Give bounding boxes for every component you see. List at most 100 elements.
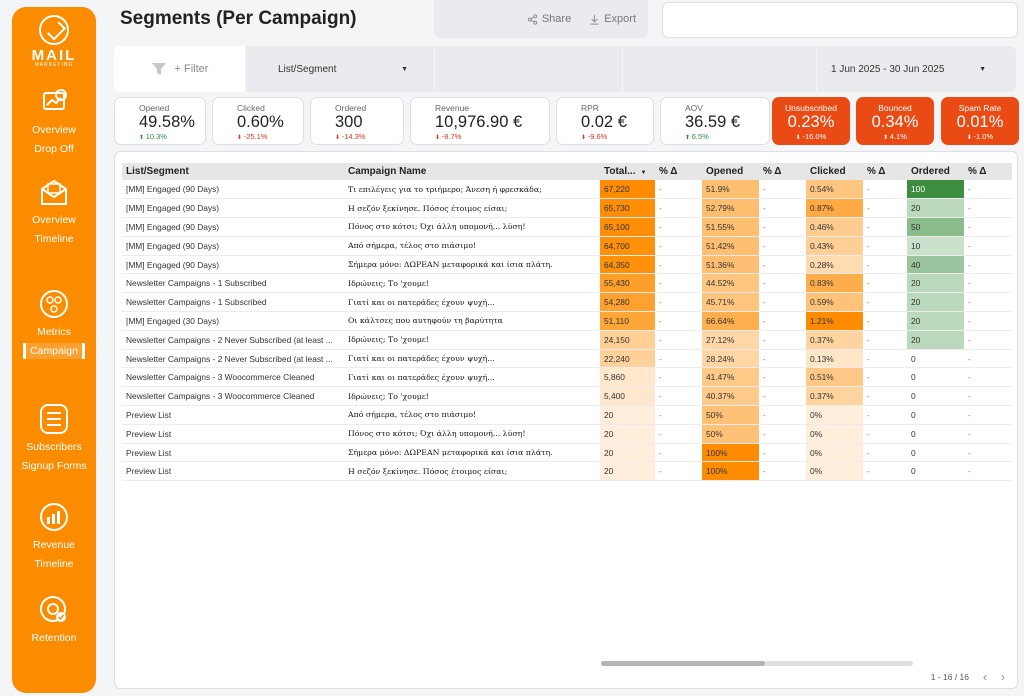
column-header-1[interactable]: Campaign Name <box>344 163 600 180</box>
table-cell: 0.13% <box>806 349 863 369</box>
table-row[interactable]: Newsletter Campaigns - 2 Never Subscribe… <box>122 330 1012 350</box>
table-row[interactable]: Newsletter Campaigns - 2 Never Subscribe… <box>122 349 1012 369</box>
table-cell: - <box>655 180 702 200</box>
table-cell: - <box>759 386 806 407</box>
nav-revenue[interactable]: Revenue <box>32 539 76 551</box>
table-row[interactable]: [MM] Engaged (90 Days) Η σεζόν ξεκίνησε. … <box>122 198 1012 219</box>
date-range-picker[interactable]: 1 Jun 2025 - 30 Jun 2025 ▼ <box>816 46 1016 92</box>
table-row[interactable]: [MM] Engaged (90 Days) Από σήμερα, τέλος … <box>122 236 1012 256</box>
add-filter-label: + Filter <box>174 63 209 75</box>
column-header-5[interactable]: % Δ <box>759 163 806 180</box>
table-cell: - <box>759 349 806 369</box>
kpi-value: 0.01% <box>956 113 1004 131</box>
sort-desc-icon: ▼ <box>640 170 647 176</box>
table-cell: Newsletter Campaigns - 2 Never Subscribe… <box>122 330 344 350</box>
table-row[interactable]: [MM] Engaged (90 Days) Τι επιλέγεις για τ… <box>122 180 1012 200</box>
table-cell: Newsletter Campaigns - 1 Subscribed <box>122 273 344 294</box>
table-cell: 24,150 <box>600 330 655 350</box>
nav-timeline[interactable]: Timeline <box>34 233 74 245</box>
table-cell: - <box>863 461 907 482</box>
table-cell: Οι κάλτσες που αυτηφούν τη βαρύτητα <box>344 311 600 331</box>
table-cell: Γιατί και οι πατεράδες έχουν ψυχή... <box>344 367 600 388</box>
export-button[interactable]: Export <box>589 13 636 25</box>
horizontal-scrollbar[interactable] <box>601 661 913 666</box>
table-cell: 64,350 <box>600 255 655 275</box>
table-cell: - <box>759 367 806 388</box>
column-header-3[interactable]: % Δ <box>655 163 702 180</box>
logo[interactable]: MAIL MARKETING <box>12 15 96 68</box>
column-header-2[interactable]: Total... ▼ <box>600 163 655 180</box>
next-page-icon[interactable]: › <box>1001 670 1005 684</box>
arrow-down-icon: ⬇ <box>435 135 442 141</box>
table-row[interactable]: Newsletter Campaigns - 1 Subscribed Ιδρών… <box>122 273 1012 294</box>
pagination-label: 1 - 16 / 16 <box>930 672 969 682</box>
table-cell: - <box>863 255 907 275</box>
nav-group-retention: Retention <box>12 595 96 648</box>
table-cell: - <box>655 330 702 350</box>
kpi-value: 49.58% <box>139 113 195 131</box>
share-button[interactable]: Share <box>527 13 571 25</box>
table-row[interactable]: Newsletter Campaigns - 3 Woocommerce Cle… <box>122 367 1012 388</box>
column-header-4[interactable]: Opened <box>702 163 759 180</box>
table-cell: - <box>964 180 1012 200</box>
nav-dropoff[interactable]: Drop Off <box>34 143 74 155</box>
nav-subscribers[interactable]: Subscribers <box>26 441 82 453</box>
table-row[interactable]: Preview List Η σεζόν ξεκίνησε. Πόσος έτοι… <box>122 461 1012 482</box>
prev-page-icon[interactable]: ‹ <box>983 670 987 684</box>
nav-retention[interactable]: Retention <box>31 632 77 644</box>
table-cell: - <box>759 311 806 331</box>
table-cell: - <box>863 217 907 237</box>
kpi-value: 0.60% <box>237 113 284 131</box>
table-row[interactable]: Preview List Από σήμερα, τέλος στο πιάσιμ… <box>122 405 1012 425</box>
column-header-7[interactable]: % Δ <box>863 163 907 180</box>
table-cell: Preview List <box>122 405 344 425</box>
arrow-up-icon: ⬆ <box>139 135 146 141</box>
nav-revenue-timeline[interactable]: Timeline <box>34 558 74 570</box>
kpi-label: Bounced <box>878 103 912 113</box>
caret-down-icon: ▼ <box>979 65 986 73</box>
nav-overview-timeline[interactable]: Overview <box>32 214 76 226</box>
column-header-0[interactable]: List/Segment <box>122 163 344 180</box>
kpi-delta: ⬆ 6.5% <box>685 132 769 143</box>
nav-signup-forms[interactable]: Signup Forms <box>21 460 87 472</box>
arrow-up-icon: ⬆ <box>883 135 890 141</box>
table-row[interactable]: [MM] Engaged (90 Days) Πόνος στο κότσι; Ό… <box>122 217 1012 237</box>
kpi-delta-value: -16.0% <box>802 132 827 141</box>
table-row[interactable]: [MM] Engaged (90 Days) Σήμερα μόνο: ΔΩΡΕΑ… <box>122 255 1012 275</box>
table-cell: 40.37% <box>702 386 759 407</box>
table-row[interactable]: [MM] Engaged (30 Days) Οι κάλτσες που αυτ… <box>122 311 1012 331</box>
nav-metrics[interactable]: Metrics <box>37 326 71 338</box>
add-filter-button[interactable]: + Filter <box>114 46 245 92</box>
sidebar: MAIL MARKETING Overview Drop Off Overvie… <box>12 7 96 693</box>
table-cell: Από σήμερα, τέλος στο πιάσιμο! <box>344 405 600 425</box>
table-row[interactable]: Newsletter Campaigns - 1 Subscribed Γιατί… <box>122 292 1012 313</box>
nav-campaign[interactable]: Campaign <box>23 343 85 359</box>
top-actions: Share Export <box>434 0 648 38</box>
kpi-label: Clicked <box>237 103 265 113</box>
column-header-6[interactable]: Clicked <box>806 163 863 180</box>
column-header-8[interactable]: Ordered <box>907 163 964 180</box>
table-cell: - <box>964 405 1012 425</box>
table-cell: 51.42% <box>702 236 759 256</box>
table-cell: - <box>655 292 702 313</box>
table-row[interactable]: Preview List Σήμερα μόνο: ΔΩΡΕΑΝ μεταφορι… <box>122 443 1012 463</box>
table-cell: 52.79% <box>702 198 759 219</box>
table-cell: [MM] Engaged (90 Days) <box>122 198 344 219</box>
table-cell: [MM] Engaged (90 Days) <box>122 180 344 200</box>
scrollbar-thumb[interactable] <box>601 661 765 666</box>
table-cell: Πόνος στο κότσι; Όχι άλλη υπομονή... λύσ… <box>344 217 600 237</box>
table-cell: - <box>964 198 1012 219</box>
column-header-9[interactable]: % Δ <box>964 163 1012 180</box>
table-cell: - <box>759 255 806 275</box>
table-cell: - <box>863 367 907 388</box>
kpi-value: 0.23% <box>787 113 835 131</box>
kpi-card-unsubscribed: Unsubscribed 0.23% ⬇ -16.0% <box>772 97 850 145</box>
table-row[interactable]: Newsletter Campaigns - 3 Woocommerce Cle… <box>122 386 1012 407</box>
nav-overview-dropoff[interactable]: Overview <box>32 124 76 136</box>
table-row[interactable]: Preview List Πόνος στο κότσι; Όχι άλλη υπ… <box>122 424 1012 444</box>
segment-dropdown[interactable]: List/Segment ▼ <box>245 46 434 92</box>
table-cell: Newsletter Campaigns - 2 Never Subscribe… <box>122 349 344 369</box>
page-title: Segments (Per Campaign) <box>120 8 357 29</box>
table-cell: 20 <box>600 405 655 425</box>
table-cell: 20 <box>907 330 964 350</box>
